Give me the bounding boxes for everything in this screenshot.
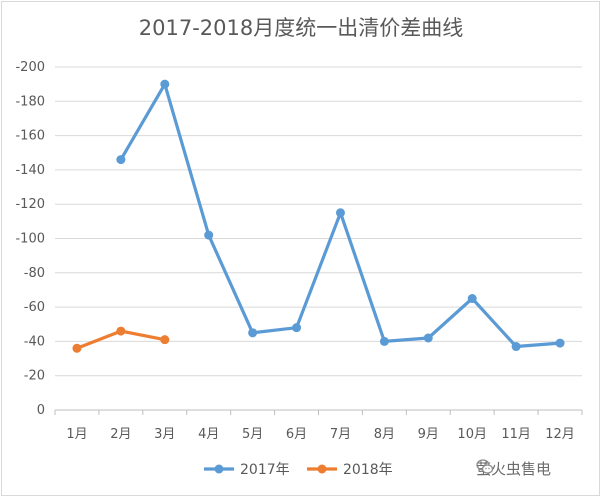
grid-layer xyxy=(54,66,583,415)
x-tick-label: 10月 xyxy=(457,427,487,442)
x-tick-label: 9月 xyxy=(418,427,439,442)
legend: 2017年 2018年 xyxy=(204,462,393,478)
legend-swatch-marker xyxy=(214,464,224,474)
y-tick-label: -40 xyxy=(24,334,45,349)
x-tick-label: 5月 xyxy=(242,427,263,442)
y-tick-label: 0 xyxy=(37,403,45,418)
data-point xyxy=(423,333,433,343)
chart-title: 2017-2018月度统一出清价差曲线 xyxy=(138,16,464,40)
data-point xyxy=(160,335,170,345)
legend-swatch-marker xyxy=(317,464,327,474)
y-tick-label: -140 xyxy=(15,163,45,178)
x-axis-labels: 1月 2月 3月 4月 5月 6月 7月 8月 9月 10月 11月 12月 xyxy=(66,427,574,442)
y-tick-label: -20 xyxy=(24,369,45,384)
y-tick-label: -180 xyxy=(15,94,45,109)
x-tick-label: 2月 xyxy=(110,427,131,442)
x-tick-label: 4月 xyxy=(198,427,219,442)
legend-label: 2017年 xyxy=(240,462,290,478)
x-tick-label: 6月 xyxy=(286,427,307,442)
y-tick-label: -80 xyxy=(24,266,45,281)
wechat-icon xyxy=(476,459,494,474)
y-axis-labels: -200-180-160-140-120-100-80-60-40-200 xyxy=(15,60,45,418)
watermark: 萤火虫售电 xyxy=(476,458,551,479)
x-tick-label: 1月 xyxy=(66,427,87,442)
data-point xyxy=(467,294,477,304)
series-layer xyxy=(72,79,565,353)
x-tick-label: 11月 xyxy=(501,427,531,442)
y-tick-label: -120 xyxy=(15,197,45,212)
y-tick-label: -160 xyxy=(15,129,45,144)
data-point xyxy=(248,328,258,338)
watermark-text: 萤火虫售电 xyxy=(476,460,552,478)
x-tick-label: 3月 xyxy=(154,427,175,442)
data-point xyxy=(160,79,170,89)
data-point xyxy=(379,336,389,346)
x-tick-label: 8月 xyxy=(374,427,395,442)
x-tick-label: 12月 xyxy=(545,427,575,442)
data-point xyxy=(204,230,214,240)
data-point xyxy=(555,338,565,348)
data-point xyxy=(72,343,82,353)
data-point xyxy=(335,208,345,218)
y-tick-label: -200 xyxy=(15,60,45,75)
x-tick-label: 7月 xyxy=(330,427,351,442)
data-point xyxy=(511,342,521,352)
legend-item: 2017年 xyxy=(204,462,290,478)
legend-label: 2018年 xyxy=(343,462,393,478)
data-point xyxy=(292,323,302,333)
legend-item: 2018年 xyxy=(307,462,393,478)
data-point xyxy=(116,155,126,165)
series-2 xyxy=(72,326,170,353)
y-tick-label: -100 xyxy=(15,232,45,247)
y-tick-label: -60 xyxy=(24,300,45,315)
data-point xyxy=(116,326,126,336)
series-1 xyxy=(116,79,565,352)
